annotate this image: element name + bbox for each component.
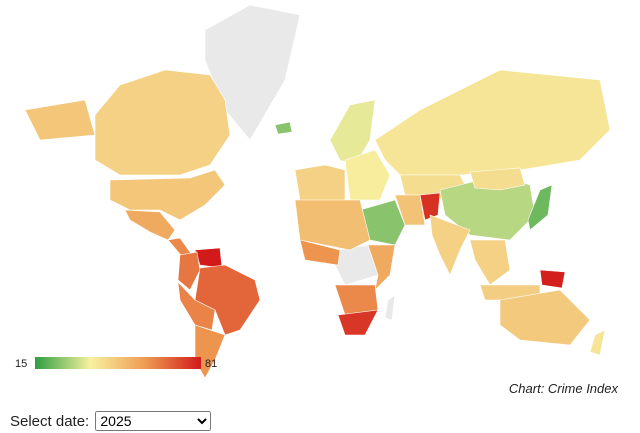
- caption: Chart: Crime Index: [508, 381, 618, 396]
- region: [337, 309, 379, 336]
- region: [177, 251, 201, 291]
- region: [429, 214, 471, 276]
- region: [94, 69, 231, 176]
- regions: [24, 69, 611, 379]
- region: [374, 69, 611, 176]
- region: [344, 149, 391, 201]
- region: [527, 184, 553, 231]
- region: [367, 244, 396, 291]
- region: [177, 281, 216, 331]
- region: [419, 192, 441, 221]
- no-data-region: [204, 4, 301, 141]
- region: [469, 167, 526, 191]
- date-select[interactable]: 2025: [95, 411, 212, 431]
- region: [469, 239, 511, 286]
- region: [589, 329, 606, 356]
- legend-max: 81: [205, 358, 217, 370]
- region: [329, 99, 376, 166]
- legend-min: 15: [15, 358, 27, 370]
- controls: Select date: 2025: [10, 411, 212, 431]
- region: [334, 284, 379, 316]
- legend-bar: [35, 357, 201, 369]
- world-map: 15 81: [15, 4, 611, 379]
- region: [499, 289, 591, 346]
- region: [274, 121, 293, 135]
- region: [124, 209, 176, 241]
- region: [24, 99, 226, 221]
- no-data-region: [384, 294, 396, 321]
- region: [539, 269, 566, 289]
- select-label: Select date:: [10, 413, 90, 430]
- region: [299, 239, 341, 266]
- region: [194, 324, 226, 379]
- region: [394, 194, 426, 226]
- region: [294, 199, 371, 251]
